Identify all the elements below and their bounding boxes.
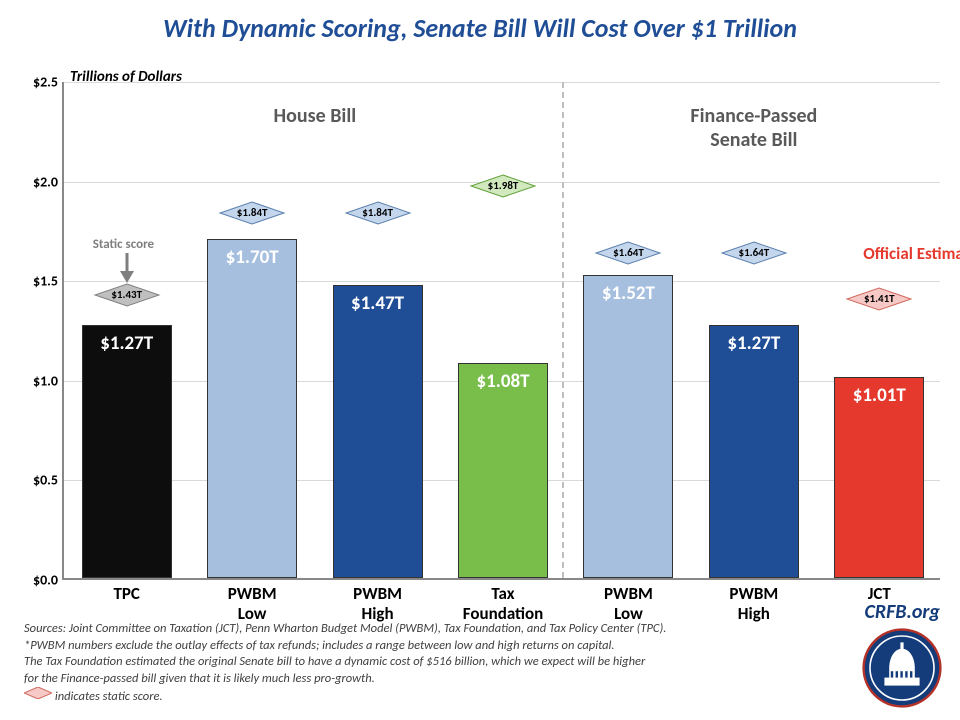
static-score-value: $1.64T (596, 246, 660, 259)
chart-title: With Dynamic Scoring, Senate Bill Will C… (0, 0, 960, 50)
section-label: House Bill (215, 104, 415, 128)
category-label: PWBMHigh (318, 584, 438, 623)
static-score-value: $1.41T (847, 292, 911, 305)
y-tick-label: $0.0 (8, 572, 58, 589)
bar: $1.27T (82, 325, 172, 578)
gridline (64, 82, 940, 83)
source-line: for the Finance-passed bill given that i… (24, 671, 784, 688)
bar: $1.70T (207, 239, 297, 578)
static-score-value: $1.84T (346, 206, 410, 219)
category-label: TPC (67, 584, 187, 604)
category-label: PWBMLow (568, 584, 688, 623)
static-score-value: $1.98T (471, 179, 535, 192)
static-score-diamond: $1.98T (471, 175, 535, 197)
source-line: *PWBM numbers exclude the outlay effects… (24, 638, 784, 655)
bar: $1.47T (333, 285, 423, 578)
bar-value-label: $1.70T (208, 246, 296, 269)
static-score-diamond: $1.64T (722, 242, 786, 264)
legend-diamond-icon (24, 687, 52, 705)
gridline (64, 281, 940, 282)
official-estimate-label: Official Estimate (863, 243, 960, 264)
y-tick-label: $1.0 (8, 372, 58, 389)
legend-note: indicates static score. (24, 688, 784, 706)
bar: $1.52T (583, 275, 673, 578)
crfb-logo (862, 628, 942, 708)
category-label: PWBMLow (192, 584, 312, 623)
bar-value-label: $1.08T (459, 370, 547, 393)
static-score-diamond: $1.84T (220, 202, 284, 224)
plot-region: $0.0$0.5$1.0$1.5$2.0$2.5House BillFinanc… (62, 82, 940, 580)
sources-note: Sources: Joint Committee on Taxation (JC… (24, 621, 784, 706)
arrow-icon (120, 253, 134, 288)
static-score-label: Static score (93, 237, 154, 252)
source-line: The Tax Foundation estimated the origina… (24, 654, 784, 671)
bar-value-label: $1.52T (584, 282, 672, 305)
static-score-diamond: $1.41T (847, 288, 911, 310)
static-score-value: $1.84T (220, 206, 284, 219)
bar-value-label: $1.01T (835, 384, 923, 407)
category-label: TaxFoundation (443, 584, 563, 623)
bar-value-label: $1.27T (710, 332, 798, 355)
bar-value-label: $1.27T (83, 332, 171, 355)
bar-value-label: $1.47T (334, 292, 422, 315)
y-tick-label: $2.0 (8, 173, 58, 190)
y-tick-label: $0.5 (8, 472, 58, 489)
bar: $1.08T (458, 363, 548, 578)
section-divider (562, 82, 564, 578)
y-tick-label: $2.5 (8, 74, 58, 91)
static-score-diamond: $1.84T (346, 202, 410, 224)
static-score-diamond: $1.64T (596, 242, 660, 264)
crfb-link[interactable]: CRFB.org (864, 600, 940, 624)
static-score-value: $1.64T (722, 246, 786, 259)
bar: $1.01T (834, 377, 924, 578)
source-line: Sources: Joint Committee on Taxation (JC… (24, 621, 784, 638)
static-score-value: $1.43T (95, 288, 159, 301)
y-tick-label: $1.5 (8, 273, 58, 290)
bar: $1.27T (709, 325, 799, 578)
category-label: PWBMHigh (694, 584, 814, 623)
section-label: Finance-PassedSenate Bill (654, 104, 854, 152)
chart-area: Trillions of Dollars $0.0$0.5$1.0$1.5$2.… (26, 82, 940, 602)
